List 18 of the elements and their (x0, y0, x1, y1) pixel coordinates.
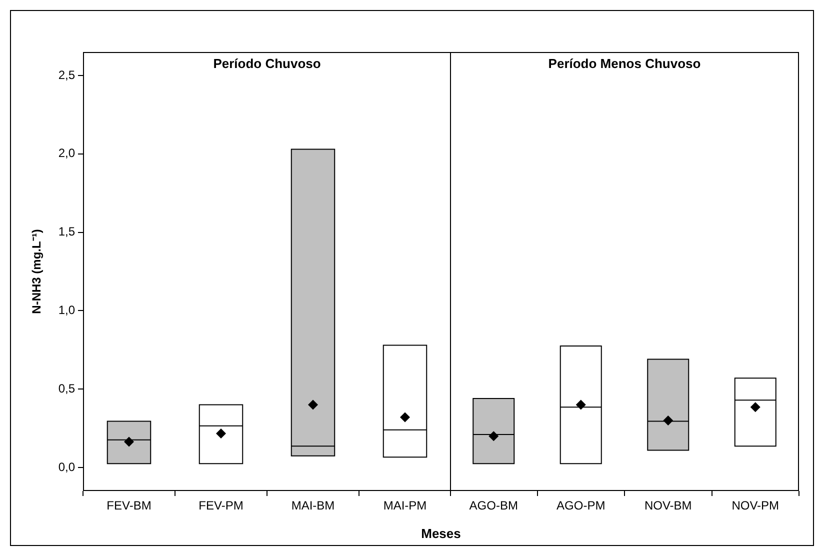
chart-title: Período Menos Chuvoso (548, 56, 701, 72)
x-tick-label: FEV-BM (106, 498, 152, 513)
y-tick-label: 2,5 (58, 68, 76, 82)
x-tick-label: FEV-PM (198, 498, 244, 513)
x-tick-label: AGO-BM (469, 498, 518, 513)
y-tick-label: 1,0 (58, 303, 76, 318)
y-tick-label: 1,5 (58, 224, 76, 239)
y-tick-label: 2,0 (58, 146, 76, 160)
y-tick-label: 0,5 (58, 381, 76, 396)
x-tick-label: AGO-PM (556, 498, 606, 513)
y-axis-title: N-NH3 (mg.L⁻¹) (30, 229, 44, 314)
y-tick-label: 0,0 (58, 460, 76, 474)
x-tick-label: NOV-BM (644, 498, 692, 513)
x-tick-label: MAI-BM (291, 498, 335, 513)
x-axis-title: Meses (420, 526, 462, 541)
x-tick-label: MAI-PM (383, 498, 427, 513)
chart-title: Período Chuvoso (213, 56, 321, 72)
x-tick-label: NOV-PM (732, 498, 780, 513)
